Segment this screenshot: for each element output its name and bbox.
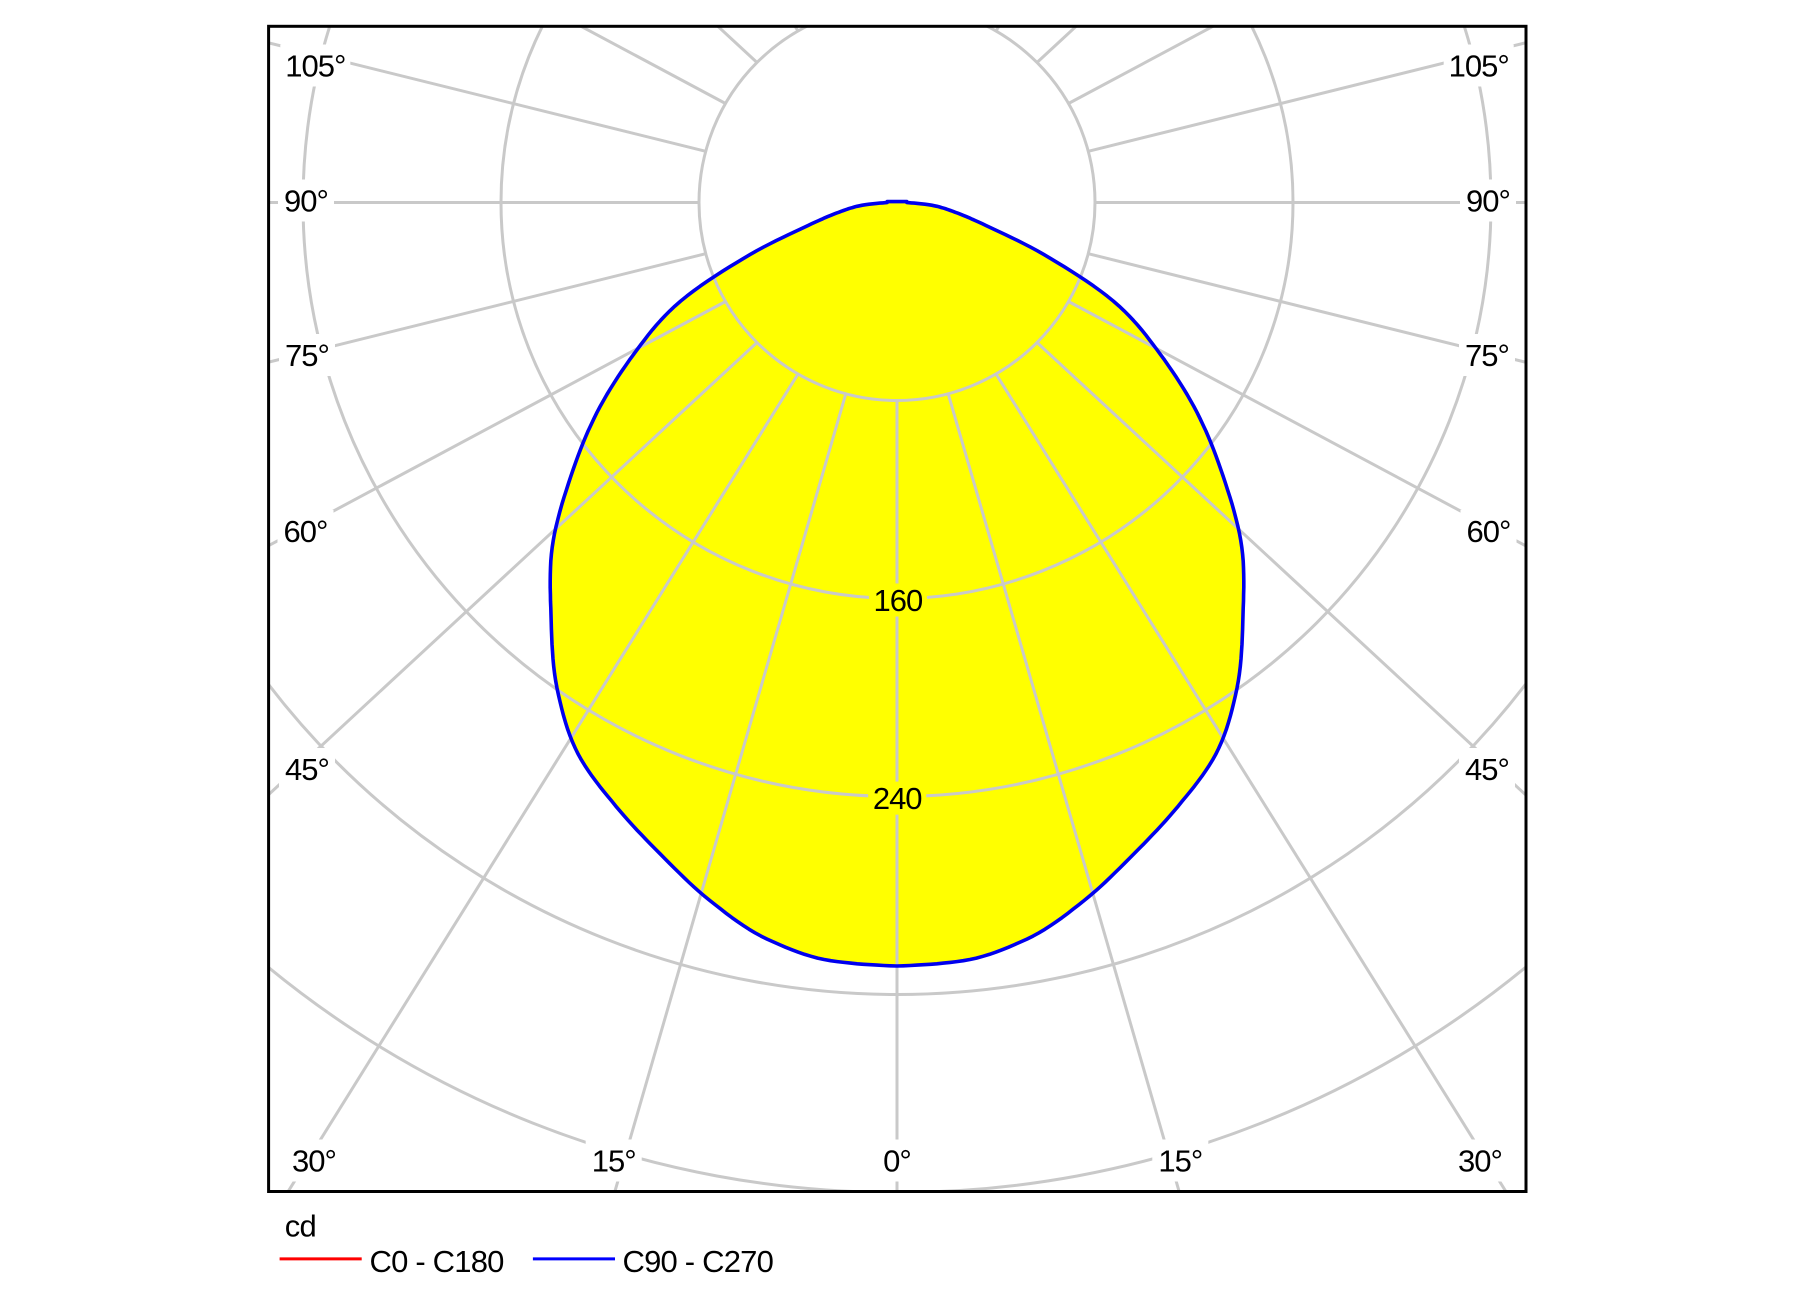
svg-text:90°: 90° — [1466, 183, 1510, 218]
svg-text:C90 - C270: C90 - C270 — [623, 1244, 774, 1279]
svg-text:90°: 90° — [284, 183, 328, 218]
svg-text:C0 - C180: C0 - C180 — [370, 1244, 505, 1279]
svg-text:15°: 15° — [592, 1143, 636, 1178]
svg-text:240: 240 — [873, 781, 922, 816]
svg-text:cd: cd — [285, 1209, 316, 1244]
svg-text:45°: 45° — [285, 752, 329, 787]
svg-text:160: 160 — [874, 583, 923, 618]
svg-text:105°: 105° — [285, 48, 345, 83]
svg-text:75°: 75° — [285, 338, 329, 373]
svg-text:105°: 105° — [1449, 48, 1509, 83]
svg-text:60°: 60° — [1467, 514, 1511, 549]
svg-text:30°: 30° — [292, 1143, 336, 1178]
svg-text:45°: 45° — [1465, 752, 1509, 787]
svg-text:0°: 0° — [883, 1143, 911, 1178]
svg-text:15°: 15° — [1158, 1143, 1202, 1178]
svg-text:75°: 75° — [1465, 338, 1509, 373]
svg-text:60°: 60° — [284, 514, 328, 549]
svg-text:30°: 30° — [1458, 1143, 1502, 1178]
